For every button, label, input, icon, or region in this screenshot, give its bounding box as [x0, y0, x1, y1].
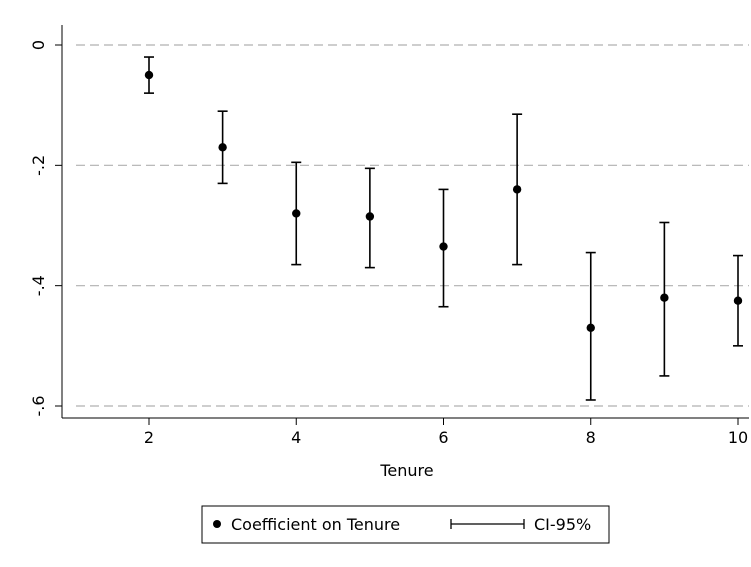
coefficient-point-x10 [733, 296, 743, 305]
coefficient-point-x6 [439, 242, 448, 251]
legend-marker-icon [213, 520, 221, 528]
coefficient-point-x2 [144, 70, 154, 80]
coefficient-point-x4 [292, 209, 301, 218]
coefficient-point-x9 [660, 293, 669, 302]
legend-box [201, 505, 610, 544]
x-axis-title: Tenure [379, 461, 433, 480]
axis-ticks: 0 -.2 -.4 -.6 2 4 6 8 10 [29, 40, 748, 447]
y-tick-label-1: -.2 [29, 155, 48, 176]
coefficient-point-x8 [586, 323, 595, 332]
coefficient-point-x7 [512, 185, 522, 194]
x-tick-label-1: 4 [291, 428, 301, 447]
axes [61, 25, 749, 419]
x-tick-label-0: 2 [144, 428, 154, 447]
data-marks [144, 56, 743, 401]
coefficient-point-x3 [218, 143, 227, 152]
legend: Coefficient on Tenure CI-95% [201, 505, 610, 544]
legend-label-ci: CI-95% [534, 515, 591, 534]
x-tick-label-3: 8 [586, 428, 596, 447]
coefficient-point-x5 [365, 212, 375, 221]
legend-label-coefficient: Coefficient on Tenure [231, 515, 400, 534]
gridlines [76, 44, 749, 407]
y-tick-label-0: 0 [29, 40, 48, 50]
y-tick-label-2: -.4 [29, 275, 48, 296]
x-tick-label-2: 6 [438, 428, 448, 447]
y-tick-label-3: -.6 [29, 395, 48, 416]
x-tick-label-4: 10 [728, 428, 748, 447]
